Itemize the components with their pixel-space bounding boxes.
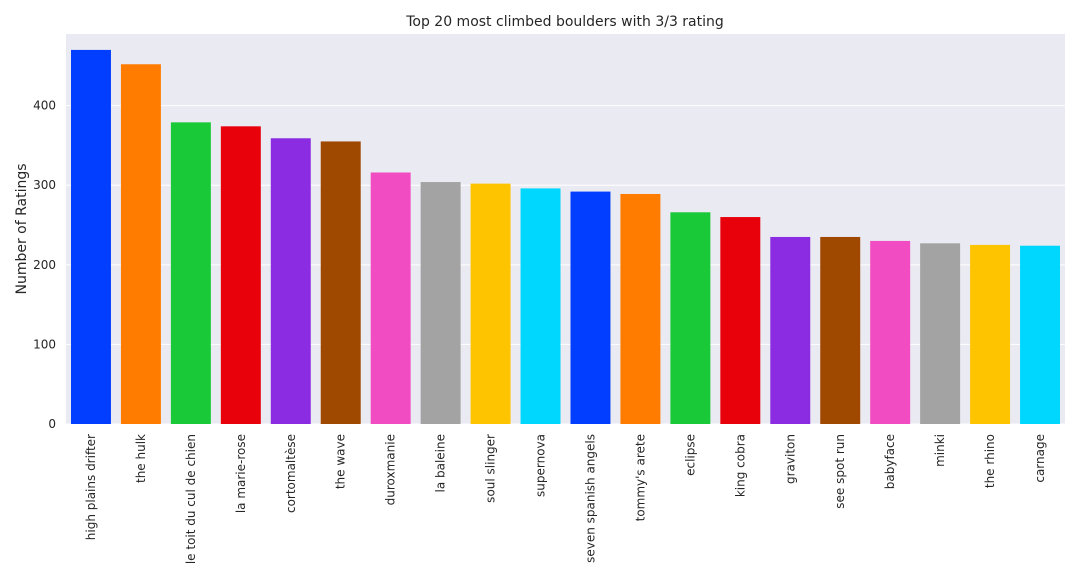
- bar: [720, 217, 761, 424]
- x-tick-label: graviton: [783, 434, 797, 484]
- x-tick-label: duroxmanie: [384, 434, 398, 505]
- x-tick-label: babyface: [883, 434, 897, 489]
- plot-area: [66, 34, 1065, 424]
- x-tick-label: carnage: [1033, 434, 1047, 483]
- x-tick-label: the hulk: [134, 434, 148, 483]
- bar: [820, 236, 861, 424]
- x-tick-label: tommy's arete: [633, 434, 647, 521]
- x-axis-ticks: high plains drifter the hulk le toit du cu…: [84, 434, 1047, 564]
- bar: [70, 49, 111, 424]
- bar: [920, 243, 961, 424]
- y-tick-label: 400: [33, 99, 56, 113]
- y-axis-label: Number of Ratings: [14, 163, 30, 294]
- x-tick-label: the wave: [334, 434, 348, 489]
- y-axis-ticks: 0 100 200 300 400: [33, 99, 56, 431]
- bar: [470, 183, 511, 424]
- chart-title: Top 20 most climbed boulders with 3/3 ra…: [405, 14, 724, 30]
- y-tick-label: 0: [48, 417, 56, 431]
- bar: [420, 182, 461, 424]
- x-tick-label: eclipse: [683, 434, 697, 476]
- bars: [70, 49, 1061, 425]
- y-tick-label: 200: [33, 258, 56, 272]
- bar: [320, 141, 361, 424]
- bar: [970, 244, 1011, 424]
- bar: [370, 172, 411, 424]
- bar: [270, 138, 311, 424]
- bar: [220, 126, 261, 424]
- x-tick-label: see spot run: [833, 434, 847, 509]
- x-tick-label: la baleine: [434, 434, 448, 493]
- x-tick-label: le toit du cul de chien: [184, 434, 198, 564]
- bar: [120, 64, 161, 424]
- bar: [570, 191, 611, 424]
- bar: [770, 236, 811, 424]
- bar: [520, 188, 561, 424]
- y-tick-label: 300: [33, 178, 56, 192]
- x-tick-label: king cobra: [733, 434, 747, 497]
- x-tick-label: high plains drifter: [84, 434, 98, 540]
- x-tick-label: soul slinger: [484, 434, 498, 503]
- x-tick-label: la marie-rose: [234, 434, 248, 513]
- bar: [670, 212, 711, 424]
- x-tick-label: seven spanish angels: [583, 434, 597, 563]
- bar: [1020, 245, 1061, 424]
- x-tick-label: supernova: [534, 434, 548, 497]
- x-tick-label: minki: [933, 434, 947, 467]
- x-tick-label: cortomaltèse: [284, 434, 298, 513]
- bar: [170, 122, 211, 425]
- y-tick-label: 100: [33, 337, 56, 351]
- x-tick-label: the rhino: [983, 434, 997, 488]
- bar: [870, 240, 911, 424]
- bar: [620, 193, 661, 424]
